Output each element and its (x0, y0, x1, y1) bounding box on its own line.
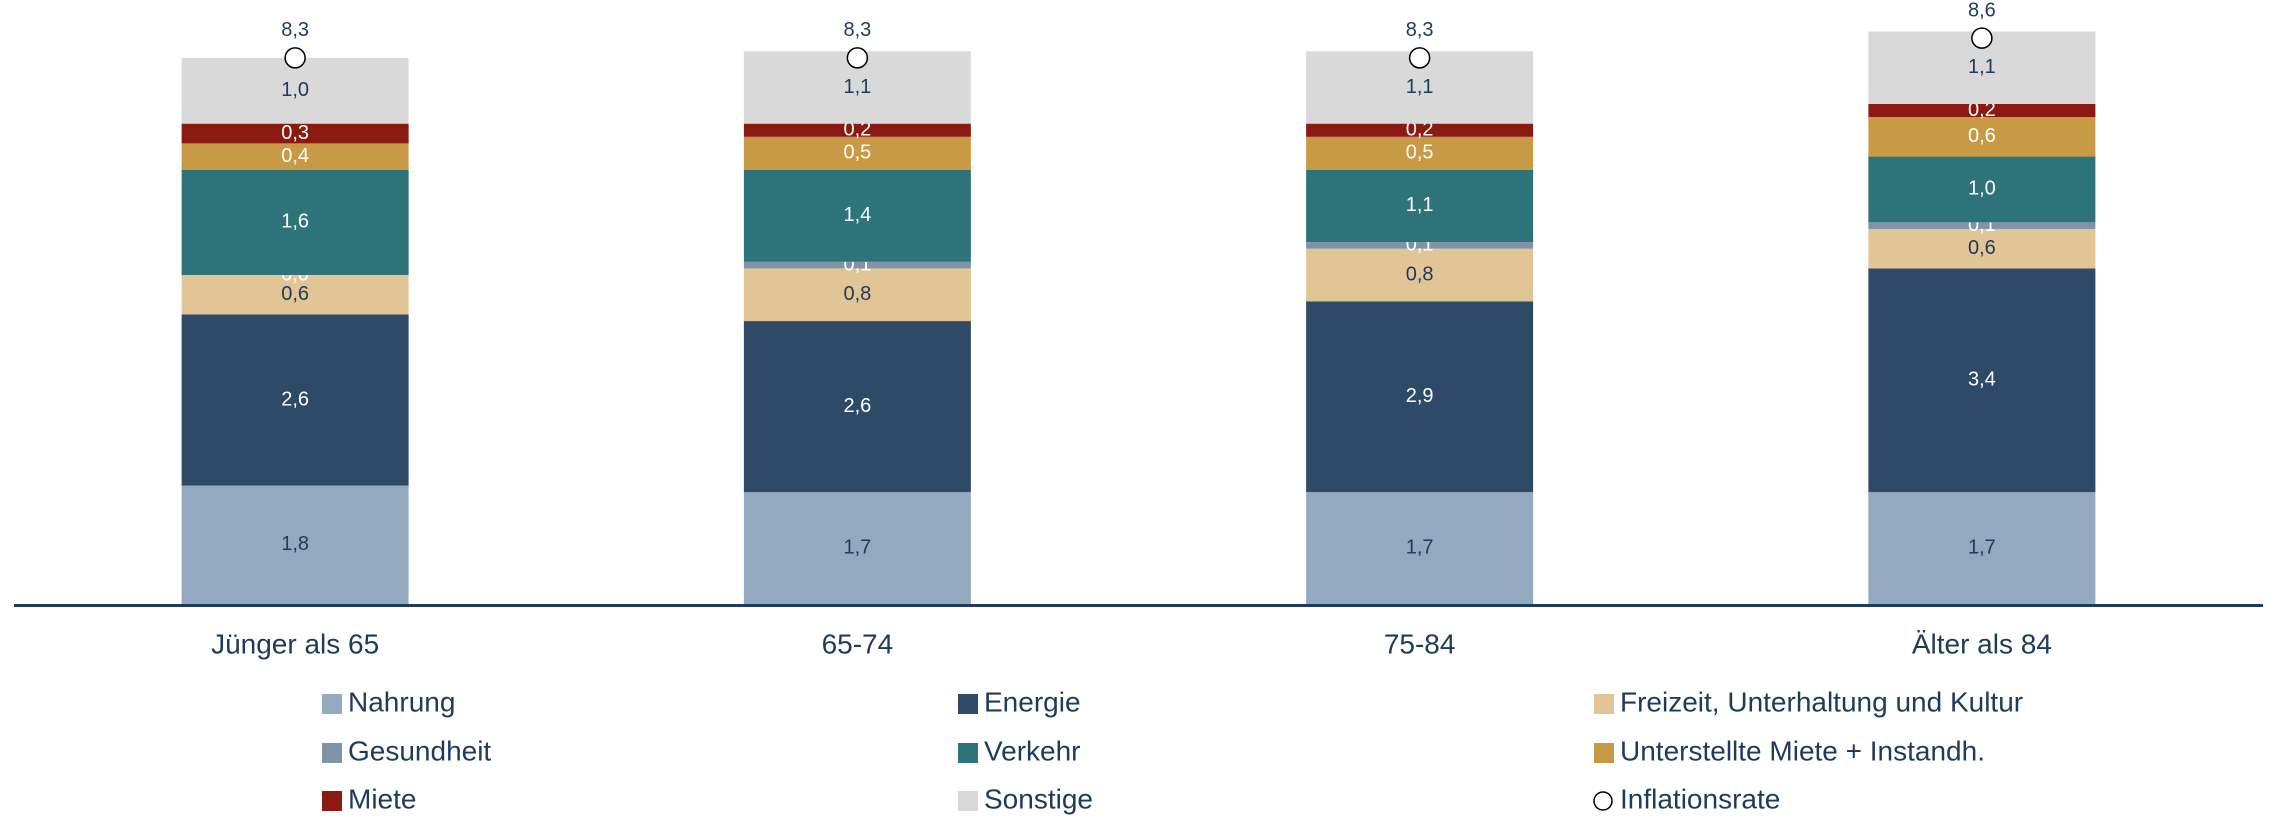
legend-label: Verkehr (984, 735, 1081, 766)
legend-label: Energie (984, 686, 1081, 717)
data-label: 8,3 (1406, 19, 1434, 41)
data-label: 1,0 (281, 79, 309, 101)
data-label: 0,6 (281, 283, 309, 305)
data-label: 1,7 (1968, 536, 1996, 558)
data-label: 0,8 (843, 283, 871, 305)
legend-swatch (958, 791, 978, 811)
bar-segment (743, 268, 971, 322)
data-label: 1,1 (843, 76, 871, 98)
bar-segment (181, 275, 409, 315)
legend-label: Unterstellte Miete + Instandh. (1620, 735, 1985, 766)
data-label: 3,4 (1968, 369, 1996, 391)
data-label: 1,1 (1406, 76, 1434, 98)
data-label: 0,8 (1406, 263, 1434, 285)
data-label: 0,2 (1406, 119, 1434, 141)
bar-segment (1306, 123, 1534, 137)
legend-swatch (322, 694, 342, 714)
legend-label: Freizeit, Unterhaltung und Kultur (1620, 686, 2023, 717)
data-label: 0,4 (281, 145, 309, 167)
legend-swatch (1594, 694, 1614, 714)
bar-segment (743, 169, 971, 262)
bar-segment (1306, 242, 1534, 249)
data-label: 0,5 (1406, 142, 1434, 164)
inflation-marker (284, 47, 306, 69)
legend-swatch (958, 743, 978, 763)
data-label: 0,2 (843, 119, 871, 141)
bar-segment (743, 492, 971, 604)
bar-segment (1868, 228, 2096, 269)
bar-segment (1306, 301, 1534, 493)
bar-segment (1306, 492, 1534, 604)
bar-segment (743, 136, 971, 170)
inflation-marker (1408, 47, 1431, 69)
bar-segment (743, 261, 971, 269)
bar-segment (1306, 169, 1534, 243)
bar-segment (181, 123, 409, 144)
legend-swatch (322, 743, 342, 763)
legend-swatch (1594, 743, 1614, 763)
bar-segment (1306, 136, 1534, 170)
bar-segment (181, 314, 409, 486)
bar-segment (181, 57, 409, 124)
bar-segment (181, 143, 409, 170)
data-label: 0,6 (1968, 125, 1996, 147)
legend-label: Sonstige (984, 783, 1093, 814)
legend-swatch (958, 694, 978, 714)
data-label: 0,6 (1968, 237, 1996, 259)
legend-swatch (322, 791, 342, 811)
bar-segment (1868, 492, 2096, 604)
data-label: 1,6 (281, 211, 309, 233)
data-label: 1,7 (1406, 536, 1434, 558)
bar-segment (1306, 248, 1534, 302)
bar-segment (1868, 117, 2096, 157)
bar-segment (1868, 156, 2096, 223)
legend-label: Nahrung (348, 686, 455, 717)
legend-label: Miete (348, 783, 416, 814)
data-label: 8,3 (843, 19, 871, 41)
bar-segment (743, 321, 971, 493)
inflation-marker (846, 47, 869, 69)
inflation-marker (1971, 27, 1993, 49)
x-tick-label: Jünger als 65 (211, 628, 379, 659)
data-label: 2,6 (281, 388, 309, 410)
data-label: 0,2 (1968, 99, 1996, 121)
x-tick-label: Älter als 84 (1912, 628, 2052, 659)
data-label: 0,3 (281, 122, 309, 144)
data-label: 2,6 (843, 395, 871, 417)
data-label: 1,4 (843, 204, 871, 226)
bar-segment (181, 169, 409, 275)
bar-segment (1868, 222, 2096, 229)
data-label: 1,1 (1968, 56, 1996, 78)
data-label: 0,5 (843, 142, 871, 164)
bar-segment (1868, 103, 2096, 118)
data-label: 1,7 (843, 536, 871, 558)
legend-label: Gesundheit (348, 735, 491, 766)
data-label: 2,9 (1406, 385, 1434, 407)
data-label: 1,8 (281, 533, 309, 555)
data-label: 8,3 (281, 19, 309, 41)
legend-label: Inflationsrate (1620, 783, 1780, 814)
bar-segment (181, 485, 409, 604)
data-label: 1,1 (1406, 194, 1434, 216)
data-label: 1,0 (1968, 178, 1996, 200)
x-tick-label: 65-74 (822, 628, 894, 659)
bar-segment (1868, 268, 2096, 493)
legend-marker (1593, 791, 1613, 811)
data-label: 8,6 (1968, 0, 1996, 21)
bar-segment (743, 123, 971, 137)
x-tick-label: 75-84 (1384, 628, 1456, 659)
